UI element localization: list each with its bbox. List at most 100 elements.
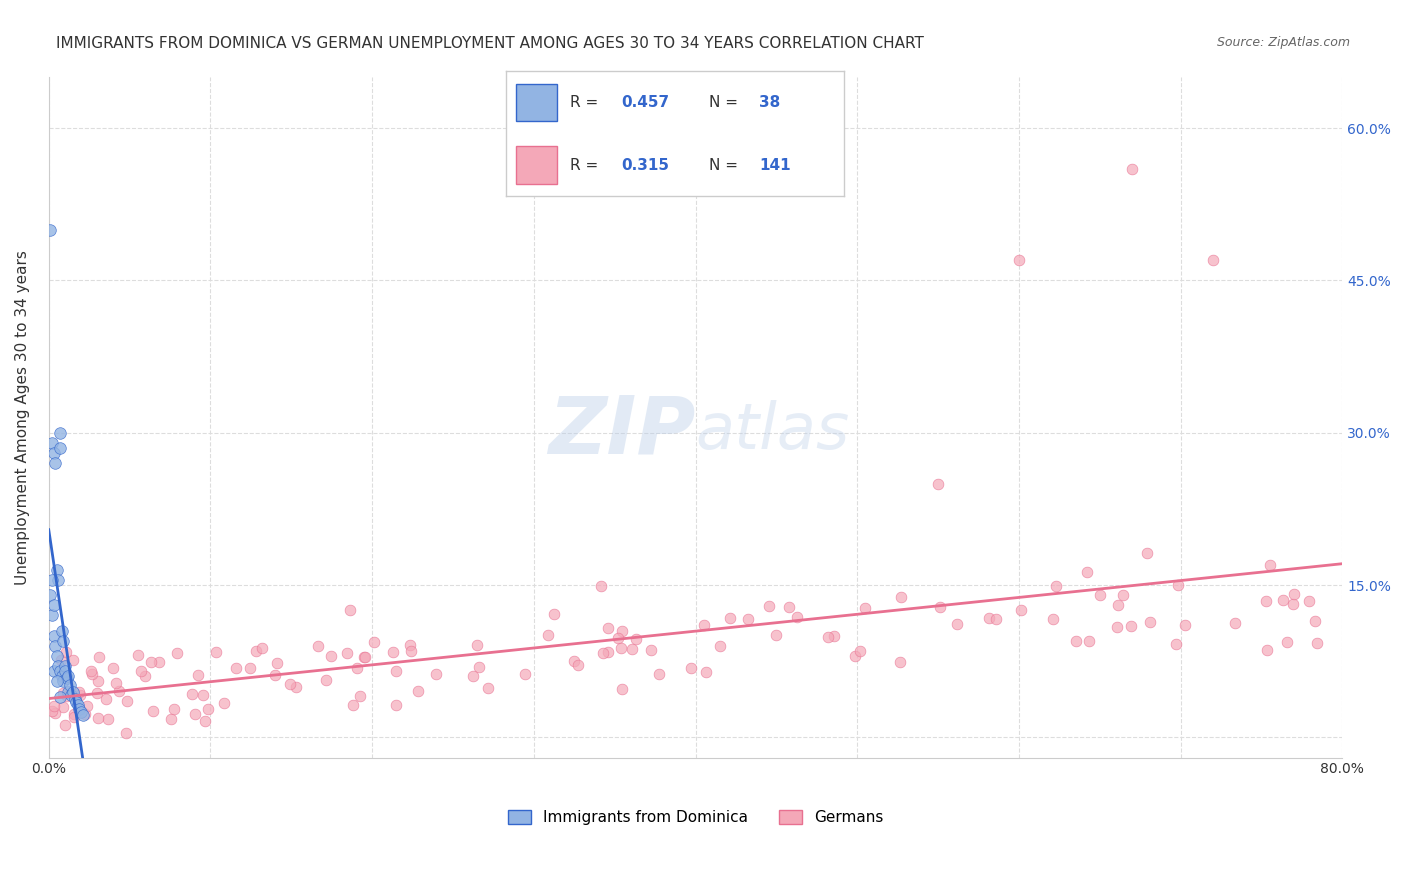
Point xyxy=(695,665,717,679)
Point xyxy=(319,648,342,663)
Point xyxy=(181,687,204,701)
Point xyxy=(849,644,872,658)
Point xyxy=(1008,253,1031,268)
Point xyxy=(844,649,866,664)
Point xyxy=(187,667,209,681)
Point xyxy=(278,677,301,691)
Point xyxy=(69,688,91,702)
Legend: Immigrants from Dominica, Germans: Immigrants from Dominica, Germans xyxy=(502,805,889,831)
Point xyxy=(51,653,73,667)
Point xyxy=(42,665,65,679)
Point xyxy=(620,642,643,657)
Point xyxy=(1167,578,1189,592)
Point xyxy=(63,691,86,706)
Point xyxy=(307,639,329,653)
Point xyxy=(48,659,70,673)
Point xyxy=(592,646,614,660)
Point xyxy=(681,661,703,675)
Point xyxy=(41,436,63,450)
Point xyxy=(461,669,484,683)
Point xyxy=(55,645,77,659)
Point xyxy=(134,669,156,683)
Point xyxy=(596,621,619,635)
Point xyxy=(45,674,67,689)
Text: R =: R = xyxy=(571,95,599,110)
Point xyxy=(1282,597,1305,611)
Point xyxy=(205,645,228,659)
Point xyxy=(1077,634,1099,648)
Point xyxy=(543,607,565,621)
Point xyxy=(39,588,62,602)
Point xyxy=(66,698,89,712)
Point xyxy=(1303,614,1326,628)
Point xyxy=(737,612,759,626)
Point xyxy=(52,674,75,689)
Point xyxy=(49,690,72,704)
Point xyxy=(1258,558,1281,572)
Point xyxy=(62,653,84,667)
Point xyxy=(59,677,82,691)
Point xyxy=(87,673,110,688)
Point xyxy=(56,684,79,698)
Point xyxy=(1088,588,1111,602)
Point xyxy=(315,673,337,687)
Point xyxy=(1202,253,1225,268)
Point xyxy=(1121,161,1143,176)
Point xyxy=(589,579,612,593)
Point xyxy=(513,666,536,681)
Point xyxy=(1164,637,1187,651)
Point xyxy=(610,624,633,639)
Point xyxy=(536,628,558,642)
Point xyxy=(42,599,65,613)
Point xyxy=(624,632,647,646)
Point xyxy=(225,661,247,675)
Point xyxy=(39,223,62,237)
Point xyxy=(142,704,165,718)
Point xyxy=(197,702,219,716)
Text: 0.315: 0.315 xyxy=(621,158,669,172)
Point xyxy=(163,702,186,716)
Point xyxy=(946,616,969,631)
Point xyxy=(1306,636,1329,650)
Point xyxy=(53,659,76,673)
Point xyxy=(44,456,66,470)
Point xyxy=(817,631,839,645)
Point xyxy=(406,684,429,698)
Point xyxy=(648,667,671,681)
Point xyxy=(610,640,633,655)
Point xyxy=(1105,620,1128,634)
Point xyxy=(1272,593,1295,607)
Point xyxy=(129,664,152,678)
Point xyxy=(986,612,1008,626)
Point xyxy=(51,624,73,638)
Text: ZIP: ZIP xyxy=(548,392,696,470)
Point xyxy=(610,682,633,697)
Point xyxy=(55,672,77,686)
Point xyxy=(890,591,912,605)
Point xyxy=(1174,617,1197,632)
Point xyxy=(778,600,800,615)
Point xyxy=(889,655,911,669)
Point xyxy=(67,685,90,699)
Point xyxy=(166,647,188,661)
Point xyxy=(363,634,385,648)
Point xyxy=(765,628,787,642)
Point xyxy=(115,694,138,708)
Point xyxy=(49,441,72,455)
Point xyxy=(853,601,876,615)
Point xyxy=(1042,612,1064,626)
Point xyxy=(250,640,273,655)
Point xyxy=(927,476,949,491)
Point xyxy=(1045,579,1067,593)
Point xyxy=(1076,565,1098,579)
Point xyxy=(239,661,262,675)
Point xyxy=(76,699,98,714)
Point xyxy=(758,599,780,613)
Point xyxy=(640,643,662,657)
FancyBboxPatch shape xyxy=(516,84,557,121)
Point xyxy=(51,669,73,683)
Point xyxy=(45,563,67,577)
Point xyxy=(49,425,72,440)
Point xyxy=(709,639,731,653)
FancyBboxPatch shape xyxy=(516,146,557,184)
